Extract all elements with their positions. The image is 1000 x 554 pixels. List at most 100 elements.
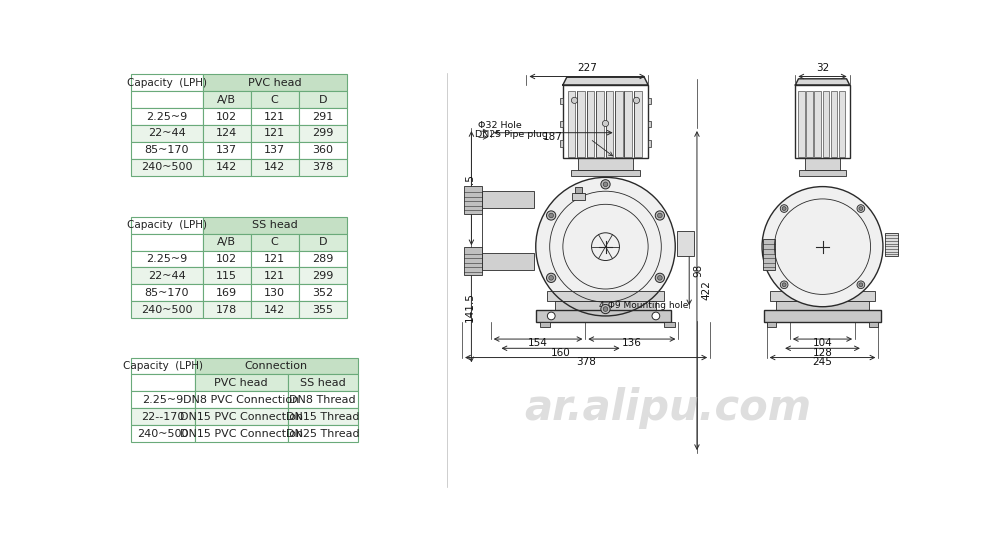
Text: 142: 142 [264, 162, 285, 172]
Bar [624, 91, 632, 157]
Circle shape [601, 304, 610, 314]
Text: SS head: SS head [252, 220, 297, 230]
Bar [251, 284, 299, 301]
Bar [299, 125, 347, 142]
Bar [288, 375, 358, 392]
Text: 136: 136 [622, 338, 642, 348]
Bar [299, 91, 347, 108]
Bar [251, 108, 299, 125]
Text: 32: 32 [816, 63, 829, 73]
Bar [563, 85, 648, 158]
Text: D: D [318, 237, 327, 247]
Text: A/B: A/B [217, 237, 236, 247]
Text: 299: 299 [312, 271, 333, 281]
Bar [195, 357, 358, 375]
Bar [560, 121, 563, 127]
Bar [536, 310, 671, 322]
Bar [131, 74, 202, 91]
Bar [202, 74, 347, 91]
Bar [299, 250, 347, 268]
Text: 22~44: 22~44 [148, 129, 186, 138]
Bar [131, 142, 202, 159]
Bar [814, 91, 821, 157]
Text: 299: 299 [312, 129, 333, 138]
Bar [648, 121, 651, 127]
Text: Φ32 Hole: Φ32 Hole [478, 121, 522, 130]
Text: DN8 Thread: DN8 Thread [289, 395, 356, 405]
Text: PVC head: PVC head [248, 78, 301, 88]
Text: Capacity  (LPH): Capacity (LPH) [123, 361, 203, 371]
Text: 137: 137 [216, 145, 237, 156]
Bar [482, 253, 534, 270]
Bar [795, 85, 850, 158]
Text: 240~500: 240~500 [141, 162, 193, 172]
Bar [482, 191, 534, 208]
Text: ar.alipu.com: ar.alipu.com [524, 387, 811, 429]
Circle shape [547, 312, 555, 320]
Bar [299, 301, 347, 318]
Bar [288, 392, 358, 408]
Bar [615, 91, 623, 157]
Text: 137: 137 [264, 145, 285, 156]
Text: 142: 142 [216, 162, 237, 172]
Circle shape [602, 120, 609, 126]
Bar [634, 91, 642, 157]
Bar [251, 91, 299, 108]
Bar [195, 408, 288, 425]
Text: PVC head: PVC head [214, 378, 268, 388]
Bar [131, 392, 195, 408]
Text: 121: 121 [264, 254, 285, 264]
Bar [299, 234, 347, 250]
Circle shape [549, 213, 553, 218]
Bar [202, 91, 251, 108]
Circle shape [549, 275, 553, 280]
Text: 124: 124 [216, 129, 237, 138]
Bar [571, 170, 640, 176]
Circle shape [571, 98, 578, 104]
Bar [202, 250, 251, 268]
Bar [764, 310, 881, 322]
Bar [574, 187, 582, 193]
Bar [288, 408, 358, 425]
Text: C: C [271, 95, 278, 105]
Text: 142: 142 [264, 305, 285, 315]
Text: 104: 104 [813, 338, 832, 348]
Bar [202, 234, 251, 250]
Bar [131, 217, 202, 234]
Bar [131, 425, 195, 442]
Text: 378: 378 [576, 357, 596, 367]
Polygon shape [563, 77, 648, 85]
Bar [251, 159, 299, 176]
Bar [202, 217, 347, 234]
Bar [839, 91, 845, 157]
Bar [299, 142, 347, 159]
Text: 98: 98 [693, 264, 703, 277]
Text: 227: 227 [577, 63, 597, 73]
Bar [131, 357, 195, 375]
Bar [885, 233, 898, 256]
Bar [202, 125, 251, 142]
Bar [131, 250, 202, 268]
Text: 141.5: 141.5 [465, 292, 475, 322]
Bar [798, 91, 805, 157]
Text: DN15 Thread: DN15 Thread [286, 412, 359, 422]
Text: 360: 360 [312, 145, 333, 156]
Circle shape [658, 275, 662, 280]
Bar [770, 291, 875, 301]
Bar [776, 301, 869, 310]
Text: 22~44: 22~44 [148, 271, 186, 281]
Bar [806, 91, 813, 157]
Bar [131, 108, 202, 125]
Bar [299, 268, 347, 284]
Text: 130: 130 [264, 288, 285, 298]
Bar [606, 91, 613, 157]
Circle shape [780, 204, 788, 212]
Text: 102: 102 [216, 111, 237, 121]
Text: 85~170: 85~170 [145, 145, 189, 156]
Text: 378: 378 [312, 162, 333, 172]
Text: 85~170: 85~170 [145, 288, 189, 298]
Text: Connection: Connection [245, 361, 308, 371]
Bar [648, 140, 651, 147]
Bar [577, 91, 585, 157]
Bar [195, 425, 288, 442]
